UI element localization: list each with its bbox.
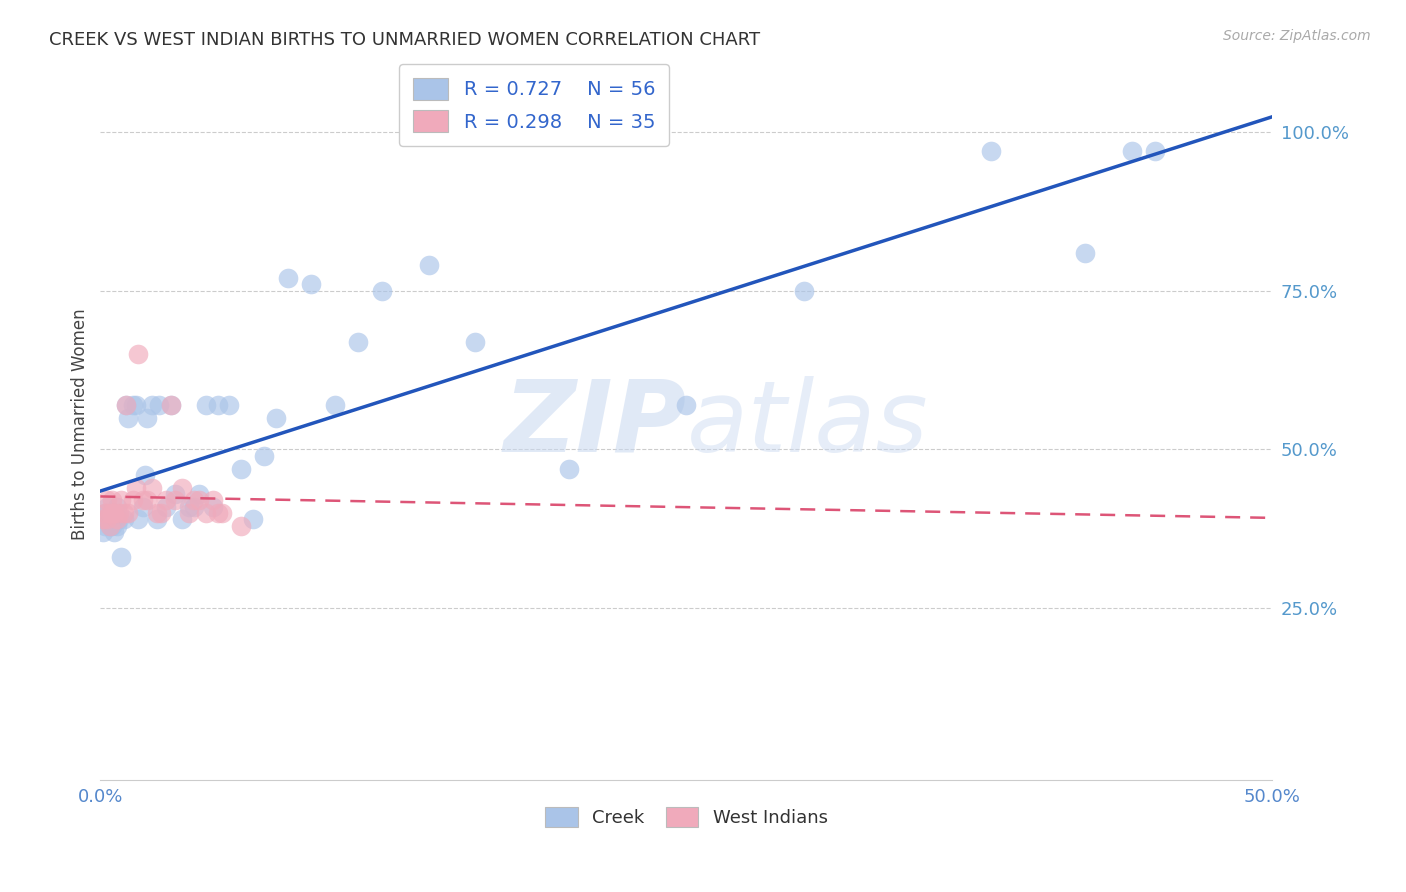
Point bbox=[96, 512, 118, 526]
Point bbox=[91, 524, 114, 539]
Point bbox=[115, 398, 138, 412]
Point bbox=[159, 398, 181, 412]
Point bbox=[150, 506, 173, 520]
Point bbox=[112, 506, 135, 520]
Point bbox=[117, 506, 139, 520]
Legend: Creek, West Indians: Creek, West Indians bbox=[537, 799, 835, 835]
Point bbox=[172, 481, 194, 495]
Point bbox=[207, 506, 229, 520]
Point bbox=[183, 493, 205, 508]
Point bbox=[1121, 144, 1143, 158]
Point bbox=[134, 467, 156, 482]
Point bbox=[264, 410, 287, 425]
Point bbox=[98, 518, 121, 533]
Point bbox=[101, 518, 124, 533]
Point bbox=[218, 398, 240, 412]
Point bbox=[110, 493, 132, 508]
Point bbox=[1074, 245, 1097, 260]
Point bbox=[370, 284, 392, 298]
Point bbox=[105, 512, 128, 526]
Point bbox=[91, 512, 114, 526]
Point bbox=[165, 487, 187, 501]
Point bbox=[155, 493, 177, 508]
Point bbox=[96, 512, 118, 526]
Point bbox=[145, 512, 167, 526]
Point bbox=[110, 550, 132, 565]
Text: CREEK VS WEST INDIAN BIRTHS TO UNMARRIED WOMEN CORRELATION CHART: CREEK VS WEST INDIAN BIRTHS TO UNMARRIED… bbox=[49, 31, 761, 49]
Point bbox=[127, 512, 149, 526]
Point bbox=[98, 512, 121, 526]
Point bbox=[108, 506, 131, 520]
Point bbox=[131, 500, 153, 514]
Point bbox=[103, 524, 125, 539]
Point bbox=[108, 512, 131, 526]
Point bbox=[117, 410, 139, 425]
Point bbox=[101, 506, 124, 520]
Point bbox=[148, 398, 170, 412]
Point bbox=[155, 500, 177, 514]
Point bbox=[253, 449, 276, 463]
Point bbox=[122, 493, 145, 508]
Point bbox=[179, 500, 201, 514]
Point bbox=[299, 277, 322, 292]
Point bbox=[194, 398, 217, 412]
Point bbox=[124, 481, 146, 495]
Point bbox=[187, 493, 209, 508]
Point bbox=[105, 500, 128, 514]
Point bbox=[201, 500, 224, 514]
Point bbox=[558, 461, 581, 475]
Point bbox=[980, 144, 1002, 158]
Point bbox=[229, 461, 252, 475]
Point bbox=[172, 512, 194, 526]
Point bbox=[96, 500, 118, 514]
Point bbox=[159, 398, 181, 412]
Point bbox=[98, 506, 121, 520]
Point bbox=[136, 493, 159, 508]
Point bbox=[94, 506, 117, 520]
Point bbox=[94, 506, 117, 520]
Text: atlas: atlas bbox=[686, 376, 928, 473]
Point bbox=[103, 506, 125, 520]
Point bbox=[165, 493, 187, 508]
Point bbox=[131, 493, 153, 508]
Point bbox=[1144, 144, 1167, 158]
Point bbox=[242, 512, 264, 526]
Point bbox=[464, 334, 486, 349]
Point bbox=[101, 493, 124, 508]
Point bbox=[98, 518, 121, 533]
Point bbox=[418, 258, 440, 272]
Point bbox=[183, 500, 205, 514]
Point bbox=[229, 518, 252, 533]
Point bbox=[122, 398, 145, 412]
Point bbox=[124, 398, 146, 412]
Point bbox=[347, 334, 370, 349]
Point bbox=[101, 506, 124, 520]
Point bbox=[793, 284, 815, 298]
Point bbox=[96, 493, 118, 508]
Point bbox=[127, 347, 149, 361]
Point bbox=[105, 518, 128, 533]
Point bbox=[103, 512, 125, 526]
Point bbox=[675, 398, 697, 412]
Point bbox=[207, 398, 229, 412]
Y-axis label: Births to Unmarried Women: Births to Unmarried Women bbox=[72, 309, 89, 540]
Point bbox=[187, 487, 209, 501]
Point bbox=[94, 518, 117, 533]
Point bbox=[323, 398, 346, 412]
Point bbox=[141, 481, 163, 495]
Point bbox=[115, 398, 138, 412]
Point bbox=[277, 271, 299, 285]
Point bbox=[179, 506, 201, 520]
Text: ZIP: ZIP bbox=[503, 376, 686, 473]
Point bbox=[136, 410, 159, 425]
Point bbox=[211, 506, 233, 520]
Text: Source: ZipAtlas.com: Source: ZipAtlas.com bbox=[1223, 29, 1371, 43]
Point bbox=[141, 398, 163, 412]
Point bbox=[145, 506, 167, 520]
Point bbox=[112, 512, 135, 526]
Point bbox=[201, 493, 224, 508]
Point bbox=[194, 506, 217, 520]
